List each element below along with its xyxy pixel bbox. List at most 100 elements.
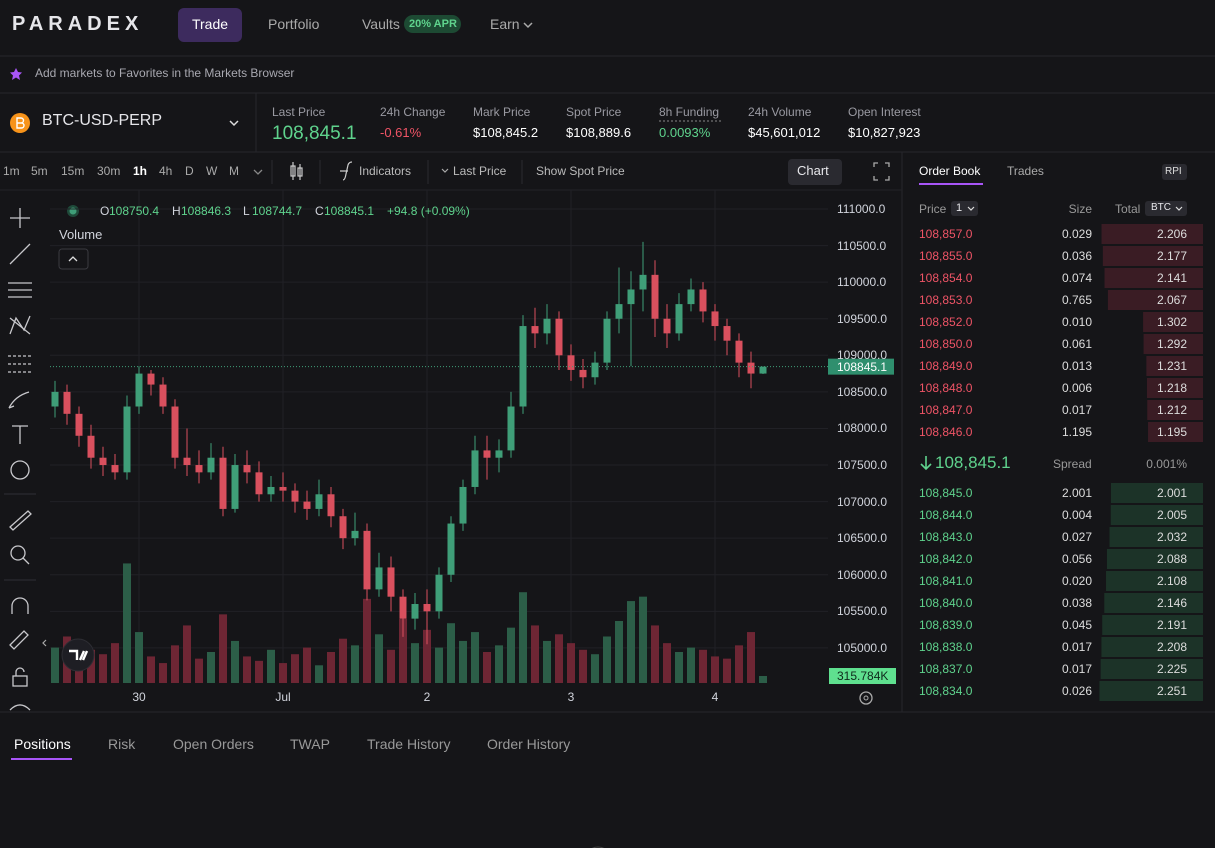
magnet-icon[interactable] <box>11 597 29 614</box>
interval[interactable]: 4h <box>159 164 173 178</box>
stat-label: 24h Change <box>380 105 446 119</box>
y-tick-label: 107500.0 <box>837 458 888 473</box>
nav-tab[interactable]: Portfolio <box>268 16 320 32</box>
bottom-tab[interactable]: Trade History <box>367 736 451 752</box>
fullscreen-icon[interactable] <box>873 162 890 181</box>
row-price[interactable]: 108,857.0 <box>919 227 973 241</box>
settings-icon[interactable] <box>859 691 873 705</box>
crosshair-icon[interactable] <box>10 208 30 228</box>
chevron[interactable] <box>253 169 263 175</box>
row-total: 2.191 <box>1156 618 1187 632</box>
interval[interactable]: 1m <box>3 164 20 178</box>
lines-icon[interactable] <box>8 282 32 298</box>
scroll-handle[interactable] <box>585 846 611 848</box>
grouping-select-bg[interactable] <box>951 201 978 216</box>
row-price[interactable]: 108,853.0 <box>919 293 973 307</box>
nav-tab[interactable]: Trade <box>191 16 229 32</box>
interval[interactable]: M <box>229 164 239 178</box>
bottom-tab[interactable]: TWAP <box>290 736 330 752</box>
bottom-tab[interactable]: Risk <box>108 736 136 752</box>
volume-bar <box>411 643 419 683</box>
volume-bar <box>375 634 383 683</box>
eye-icon[interactable] <box>9 704 31 711</box>
text-icon[interactable] <box>12 425 28 444</box>
candle-body <box>375 567 383 590</box>
chevron[interactable] <box>229 120 239 127</box>
row-price[interactable]: 108,838.0 <box>919 640 973 654</box>
volume-bar <box>123 563 131 683</box>
orderbook-tab[interactable]: Trades <box>1007 164 1044 178</box>
row-price[interactable]: 108,837.0 <box>919 662 973 676</box>
row-price[interactable]: 108,852.0 <box>919 315 973 329</box>
brush-icon[interactable] <box>8 391 30 409</box>
row-price[interactable]: 108,855.0 <box>919 249 973 263</box>
volume-bar <box>99 654 107 683</box>
y-tick-label: 109500.0 <box>837 311 888 326</box>
trendline-icon[interactable] <box>9 243 31 265</box>
ruler-icon[interactable] <box>9 510 32 531</box>
row-price[interactable]: 108,843.0 <box>919 530 973 544</box>
pencil-icon[interactable] <box>9 630 29 650</box>
interval[interactable]: D <box>185 164 194 178</box>
market-symbol[interactable]: BTC-USD-PERP <box>42 112 163 129</box>
fib-icon[interactable] <box>8 355 32 373</box>
row-price[interactable]: 108,848.0 <box>919 381 973 395</box>
row-price[interactable]: 108,844.0 <box>919 508 973 522</box>
candle-body <box>615 304 623 319</box>
volume-bar <box>711 656 719 683</box>
chevron[interactable] <box>68 256 78 262</box>
candle-icon[interactable] <box>290 162 303 180</box>
stat-label: Spot Price <box>566 105 622 119</box>
orderbook-tab[interactable]: Order Book <box>919 164 981 178</box>
unit-select[interactable]: BTC <box>1151 202 1171 213</box>
nav-tab[interactable]: Earn <box>490 16 520 32</box>
logo[interactable]: PARADEX <box>12 13 144 35</box>
emoji-icon[interactable] <box>10 460 30 480</box>
bottom-tab[interactable]: Order History <box>487 736 571 752</box>
row-price[interactable]: 108,849.0 <box>919 359 973 373</box>
interval[interactable]: 5m <box>31 164 48 178</box>
row-price[interactable]: 108,834.0 <box>919 684 973 698</box>
row-price[interactable]: 108,845.0 <box>919 486 973 500</box>
row-price[interactable]: 108,841.0 <box>919 574 973 588</box>
fx-icon[interactable] <box>340 161 353 181</box>
collapse-button[interactable] <box>58 248 89 270</box>
row-price[interactable]: 108,839.0 <box>919 618 973 632</box>
chart-button-bg[interactable] <box>788 159 842 185</box>
bottom-tab[interactable]: Positions <box>14 736 71 752</box>
row-price[interactable]: 108,854.0 <box>919 271 973 285</box>
row-price[interactable]: 108,850.0 <box>919 337 973 351</box>
depth-bar <box>1104 593 1203 613</box>
volume-bar <box>675 652 683 683</box>
interval[interactable]: 15m <box>61 164 85 178</box>
spot-toggle[interactable]: Show Spot Price <box>536 164 625 178</box>
interval[interactable]: W <box>206 164 218 178</box>
unit-select-bg[interactable] <box>1145 201 1187 216</box>
row-price[interactable]: 108,847.0 <box>919 403 973 417</box>
indicators-button[interactable]: Indicators <box>359 164 412 178</box>
row-total: 2.251 <box>1156 684 1187 698</box>
grouping-select[interactable]: 1 <box>956 202 963 214</box>
interval[interactable]: 1h <box>133 164 148 178</box>
row-price[interactable]: 108,840.0 <box>919 596 973 610</box>
price-source[interactable]: Last Price <box>453 164 507 178</box>
row-size: 0.036 <box>1061 249 1092 263</box>
ohlc-value: 108750.4 <box>109 204 160 218</box>
row-price[interactable]: 108,846.0 <box>919 425 973 439</box>
bottom-tab[interactable]: Open Orders <box>173 736 254 752</box>
row-total: 1.231 <box>1156 359 1187 373</box>
stat-value: $10,827,923 <box>848 125 921 140</box>
chart-button[interactable]: Chart <box>797 163 829 178</box>
row-price[interactable]: 108,842.0 <box>919 552 973 566</box>
candle-body <box>519 326 527 407</box>
volume-bar <box>327 652 335 683</box>
lock-icon[interactable] <box>12 675 28 687</box>
zoom-icon[interactable] <box>10 545 26 561</box>
collapse-arrow[interactable] <box>42 639 47 647</box>
depth-bar <box>1109 527 1203 547</box>
candle-body <box>123 406 131 473</box>
pattern-icon[interactable] <box>9 315 31 335</box>
chevron[interactable] <box>441 168 449 173</box>
nav-tab[interactable]: Vaults <box>362 16 400 32</box>
interval[interactable]: 30m <box>97 164 121 178</box>
